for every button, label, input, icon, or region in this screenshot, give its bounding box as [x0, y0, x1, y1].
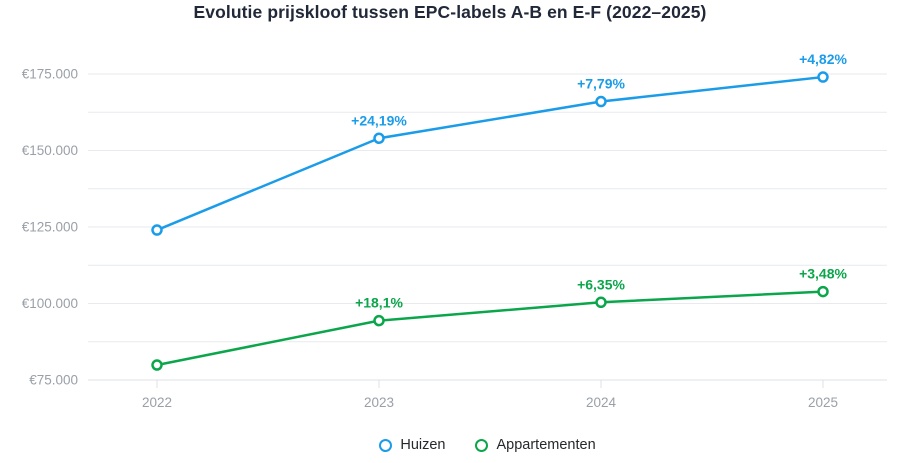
x-axis-tick-label: 2023	[364, 395, 394, 410]
appartementen-series-marker-icon	[475, 438, 489, 452]
chart-title: Evolutie prijskloof tussen EPC-labels A-…	[193, 2, 707, 22]
chart-legend: Huizen Appartementen	[88, 437, 887, 453]
data-point-huizen-2023[interactable]	[373, 132, 385, 145]
data-point-appartementen-2023[interactable]	[373, 314, 385, 327]
y-axis-tick-label: €125.000	[22, 220, 78, 235]
point-label-appartementen-2025: +3,48%	[799, 266, 847, 282]
series-line-huizen	[155, 75, 825, 232]
data-point-huizen-2022[interactable]	[151, 224, 163, 236]
point-label-huizen-2025: +4,82%	[799, 51, 847, 67]
legend-label-appartementen: Appartementen	[496, 437, 596, 453]
data-point-appartementen-2022[interactable]	[151, 359, 163, 371]
point-label-huizen-2023: +24,19%	[351, 112, 407, 128]
x-axis-tick-label: 2024	[586, 395, 617, 410]
legend-item-huizen[interactable]: Huizen	[379, 437, 445, 453]
legend-label-huizen: Huizen	[400, 437, 446, 453]
point-label-huizen-2024: +7,79%	[577, 76, 625, 92]
y-axis-tick-label: €75.000	[29, 373, 78, 388]
data-point-appartementen-2024[interactable]	[595, 296, 607, 309]
point-label-appartementen-2024: +6,35%	[577, 276, 625, 292]
series-line-appartementen	[155, 290, 825, 367]
data-point-huizen-2025[interactable]	[817, 71, 829, 83]
y-axis-tick-label: €150.000	[22, 143, 78, 158]
huizen-series-marker-icon	[379, 438, 393, 452]
legend-item-appartementen[interactable]: Appartementen	[475, 437, 596, 453]
data-point-appartementen-2025[interactable]	[817, 285, 829, 298]
x-axis-tick-label: 2022	[142, 395, 172, 410]
line-chart-canvas: €75.000 €100.000 €125.000 €150.000 €175.000 2…	[22, 51, 887, 410]
data-point-huizen-2024[interactable]	[595, 95, 607, 108]
x-axis-tick-label: 2025	[808, 395, 838, 410]
y-axis-tick-label: €175.000	[22, 67, 78, 82]
y-axis-tick-label: €100.000	[22, 296, 78, 311]
point-label-appartementen-2023: +18,1%	[355, 295, 403, 311]
